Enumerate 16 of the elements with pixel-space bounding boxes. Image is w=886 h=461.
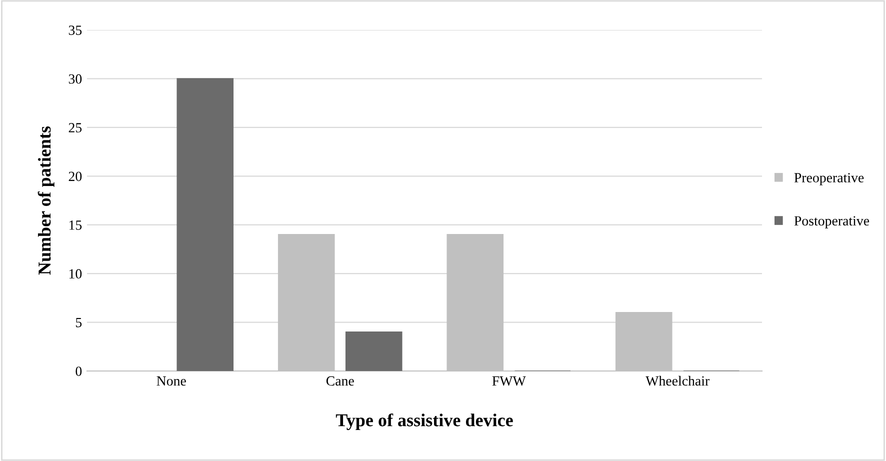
y-tick-label: 5 (76, 318, 82, 328)
y-tick-label: 10 (69, 269, 82, 279)
y-tick-label: 0 (76, 366, 82, 376)
y-tick-label: 15 (69, 220, 82, 230)
legend-label: Postoperative (794, 216, 870, 228)
y-tick-label: 25 (68, 123, 82, 132)
x-tick-label: FWW (492, 376, 526, 386)
x-axis-title: Type of assistive device (336, 413, 513, 430)
legend-label: Preoperative (794, 173, 864, 186)
y-axis-title: Number of patients (38, 126, 54, 275)
x-tick-label: Wheelchair (646, 376, 710, 386)
x-tick-label: Cane (326, 376, 354, 386)
x-tick-label: None (156, 376, 186, 386)
y-tick-label: 30 (68, 74, 82, 84)
y-tick-label: 20 (68, 172, 82, 182)
y-tick-label: 35 (68, 26, 82, 35)
